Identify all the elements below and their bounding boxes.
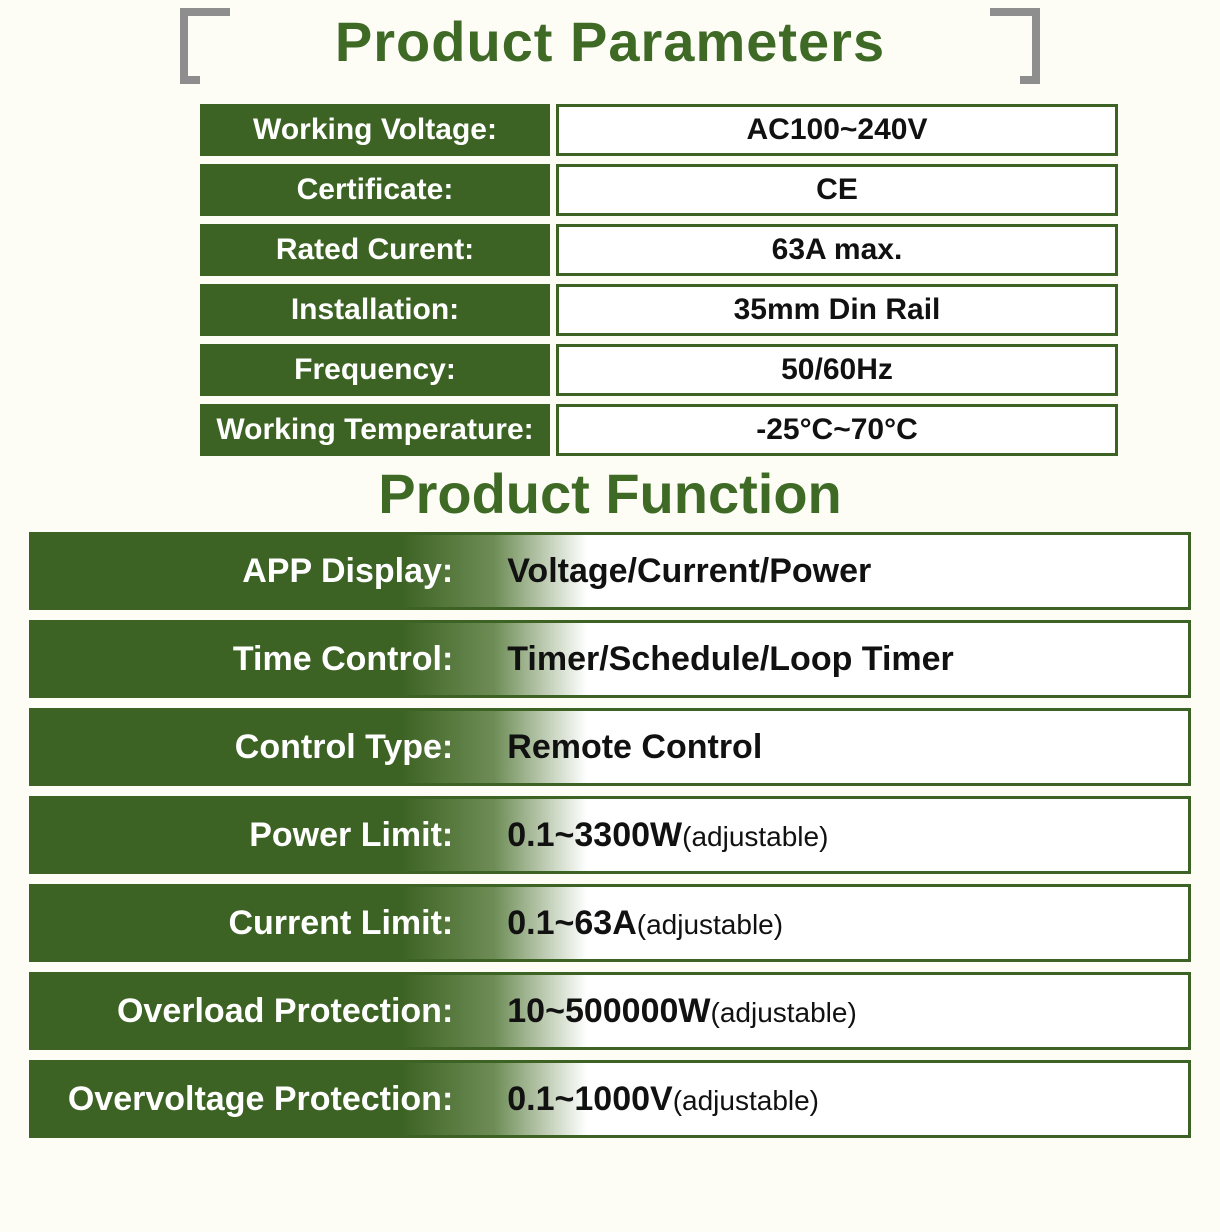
parameters-table: Working Voltage: AC100~240V Certificate:… <box>102 104 1118 456</box>
param-label: Working Temperature: <box>200 404 550 456</box>
table-row: Overload Protection: 10~500000W(adjustab… <box>29 972 1191 1050</box>
table-row: Overvoltage Protection: 0.1~1000V(adjust… <box>29 1060 1191 1138</box>
table-row: Power Limit: 0.1~3300W(adjustable) <box>29 796 1191 874</box>
func-value: 10~500000W(adjustable) <box>471 992 1188 1031</box>
func-label: APP Display: <box>32 552 471 591</box>
func-label: Power Limit: <box>32 816 471 855</box>
param-value: 50/60Hz <box>556 344 1118 396</box>
func-value-text: 10~500000W <box>507 992 710 1030</box>
bracket-right-icon <box>990 8 1040 76</box>
func-value-text: 0.1~1000V <box>507 1080 672 1118</box>
func-adjustable: (adjustable) <box>711 997 857 1028</box>
title-parameters: Product Parameters <box>180 6 1040 78</box>
param-label: Working Voltage: <box>200 104 550 156</box>
table-row: Frequency: 50/60Hz <box>200 344 1118 396</box>
func-value: 0.1~63A(adjustable) <box>471 904 1188 943</box>
table-row: Working Temperature: -25°C~70°C <box>200 404 1118 456</box>
title-parameters-wrap: Product Parameters <box>180 6 1040 78</box>
param-label: Frequency: <box>200 344 550 396</box>
func-value-text: Remote Control <box>507 728 762 766</box>
func-value-text: Timer/Schedule/Loop Timer <box>507 640 954 678</box>
param-value: -25°C~70°C <box>556 404 1118 456</box>
param-label: Installation: <box>200 284 550 336</box>
func-label: Time Control: <box>32 640 471 679</box>
func-label: Overvoltage Protection: <box>32 1080 471 1119</box>
table-row: Time Control: Timer/Schedule/Loop Timer <box>29 620 1191 698</box>
func-adjustable: (adjustable) <box>637 909 783 940</box>
table-row: Installation: 35mm Din Rail <box>200 284 1118 336</box>
table-row: Current Limit: 0.1~63A(adjustable) <box>29 884 1191 962</box>
table-row: APP Display: Voltage/Current/Power <box>29 532 1191 610</box>
param-value: 63A max. <box>556 224 1118 276</box>
func-label: Overload Protection: <box>32 992 471 1031</box>
title-function: Product Function <box>0 462 1220 526</box>
func-value: Voltage/Current/Power <box>471 552 1188 591</box>
param-value: 35mm Din Rail <box>556 284 1118 336</box>
func-value: 0.1~3300W(adjustable) <box>471 816 1188 855</box>
func-label: Current Limit: <box>32 904 471 943</box>
table-row: Certificate: CE <box>200 164 1118 216</box>
param-label: Certificate: <box>200 164 550 216</box>
func-value-text: Voltage/Current/Power <box>507 552 871 590</box>
func-value: Timer/Schedule/Loop Timer <box>471 640 1188 679</box>
param-value: CE <box>556 164 1118 216</box>
bracket-left-icon <box>180 8 230 76</box>
param-label: Rated Curent: <box>200 224 550 276</box>
func-adjustable: (adjustable) <box>682 821 828 852</box>
param-value: AC100~240V <box>556 104 1118 156</box>
table-row: Rated Curent: 63A max. <box>200 224 1118 276</box>
func-adjustable: (adjustable) <box>673 1085 819 1116</box>
table-row: Working Voltage: AC100~240V <box>200 104 1118 156</box>
table-row: Control Type: Remote Control <box>29 708 1191 786</box>
func-value-text: 0.1~63A <box>507 904 637 942</box>
func-value-text: 0.1~3300W <box>507 816 682 854</box>
product-spec-sheet: Product Parameters Working Voltage: AC10… <box>0 0 1220 1138</box>
function-table: APP Display: Voltage/Current/Power Time … <box>29 532 1191 1138</box>
func-value: Remote Control <box>471 728 1188 767</box>
func-value: 0.1~1000V(adjustable) <box>471 1080 1188 1119</box>
func-label: Control Type: <box>32 728 471 767</box>
